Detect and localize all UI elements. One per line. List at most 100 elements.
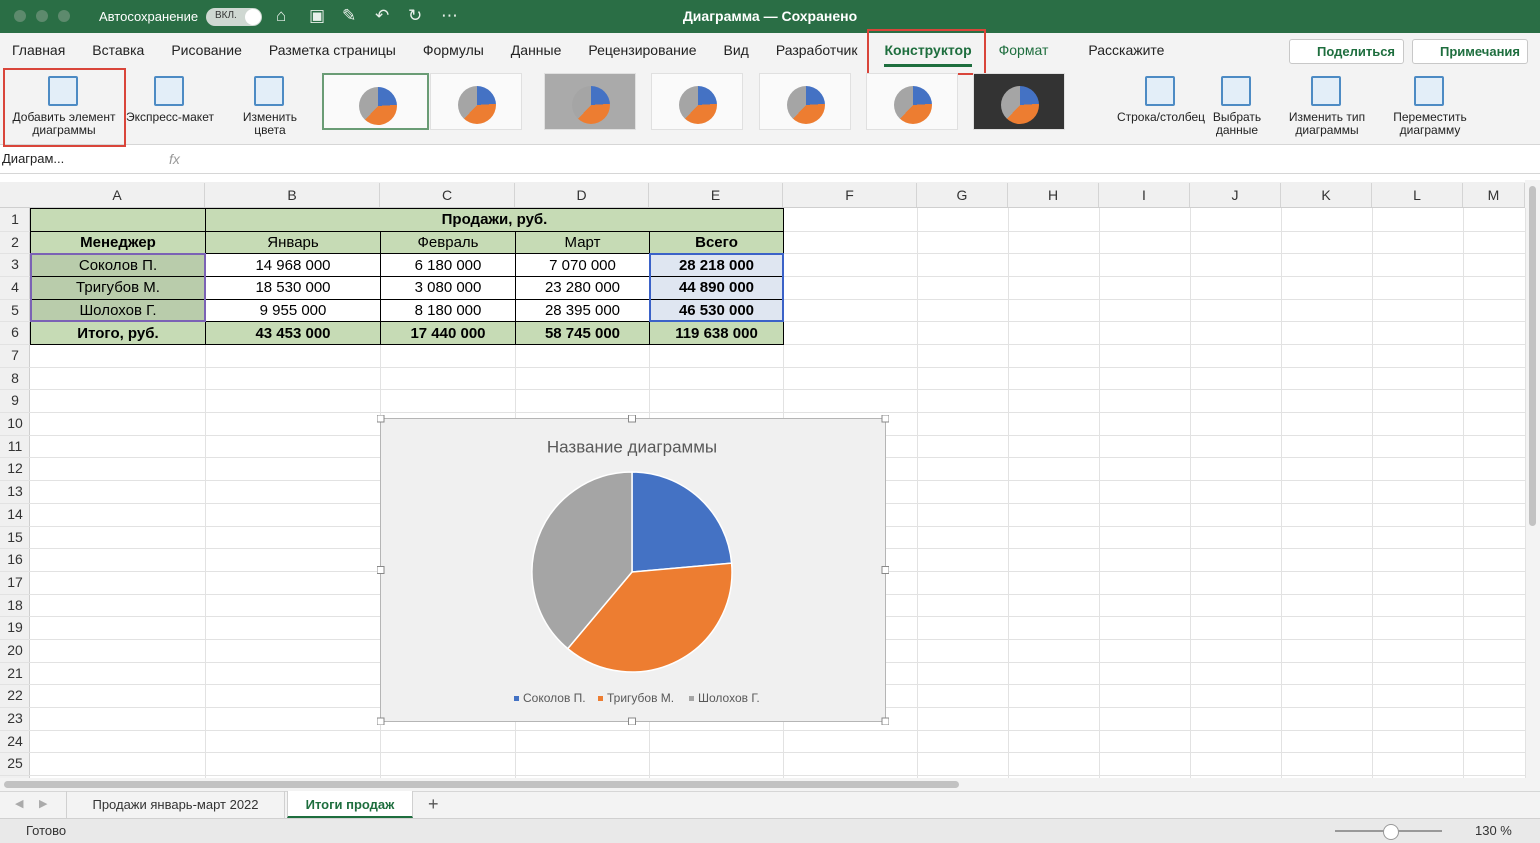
table-cell[interactable]: 17 440 000 — [380, 321, 516, 346]
ribbon-tab[interactable]: Разработчик — [775, 42, 858, 58]
column-header[interactable]: E — [649, 183, 783, 207]
row-header[interactable]: 23 — [7, 709, 23, 726]
toolbar-icon[interactable]: ⌂ — [276, 6, 287, 25]
chart-style-thumb[interactable] — [430, 73, 522, 130]
row-header[interactable]: 3 — [11, 256, 19, 273]
toolbar-icon[interactable]: ▣ — [309, 6, 326, 25]
sheet-nav[interactable]: ◀ — [15, 798, 24, 810]
ribbon-tab[interactable]: Рисование — [171, 42, 242, 58]
ribbon-button-label[interactable]: Выбрать данные — [1212, 110, 1262, 137]
name-box[interactable]: Диаграм... — [2, 151, 65, 166]
toolbar-icon[interactable]: ↻ — [408, 6, 423, 25]
table-cell[interactable]: 18 530 000 — [205, 276, 381, 300]
table-cell[interactable]: 8 180 000 — [380, 298, 516, 323]
window-button[interactable] — [14, 10, 26, 22]
table-cell[interactable]: Январь — [205, 230, 381, 255]
ribbon-tab[interactable]: Вставка — [92, 42, 145, 58]
ribbon-tab[interactable]: Рецензирование — [588, 42, 697, 58]
row-header[interactable]: 17 — [7, 573, 23, 590]
row-header[interactable]: 6 — [11, 324, 19, 341]
toolbar-icon[interactable]: ↶ — [375, 6, 390, 25]
row-header[interactable]: 22 — [7, 687, 23, 704]
row-header[interactable]: 9 — [11, 392, 19, 409]
column-header[interactable]: D — [515, 183, 649, 207]
table-cell[interactable]: 44 890 000 — [649, 276, 784, 300]
column-header[interactable]: I — [1099, 183, 1190, 207]
table-cell[interactable]: 7 070 000 — [515, 253, 650, 278]
ribbon-tab[interactable]: Вид — [723, 42, 749, 58]
table-cell[interactable]: 9 955 000 — [205, 298, 381, 323]
v-scrollbar[interactable] — [1525, 180, 1540, 778]
table-cell[interactable]: 6 180 000 — [380, 253, 516, 278]
ribbon-tab[interactable]: Формулы — [422, 42, 484, 58]
table-cell[interactable]: 3 080 000 — [380, 276, 516, 300]
toolbar-icon[interactable]: ⋯ — [441, 6, 458, 25]
table-cell[interactable]: 119 638 000 — [649, 321, 784, 346]
table-cell[interactable]: Февраль — [380, 230, 516, 255]
ribbon-tab[interactable]: Конструктор — [867, 29, 986, 75]
share-button[interactable]: Поделиться — [1289, 39, 1404, 64]
column-header[interactable]: M — [1463, 183, 1525, 207]
table-cell[interactable]: Менеджер — [30, 230, 206, 255]
table-cell[interactable]: 58 745 000 — [515, 321, 650, 346]
row-header[interactable]: 8 — [11, 369, 19, 386]
ribbon-button-label[interactable]: Изменить цвета — [242, 110, 298, 137]
row-header[interactable]: 18 — [7, 596, 23, 613]
row-header[interactable]: 7 — [11, 347, 19, 364]
toolbar-icon[interactable]: ✎ — [342, 6, 357, 25]
table-cell[interactable]: Тригубов М. — [30, 276, 206, 300]
ribbon-icon[interactable] — [1414, 76, 1444, 106]
row-header[interactable]: 16 — [7, 551, 23, 568]
sheet-nav[interactable]: ▶ — [39, 798, 48, 810]
table-cell[interactable]: Итого, руб. — [30, 321, 206, 346]
chart-style-thumb[interactable] — [544, 73, 636, 130]
autosave-toggle[interactable]: ВКЛ. — [206, 8, 262, 26]
row-header[interactable]: 15 — [7, 528, 23, 545]
column-header[interactable]: K — [1281, 183, 1372, 207]
chart-style-thumb[interactable] — [866, 73, 958, 130]
column-header[interactable]: F — [783, 183, 917, 207]
chart-style-thumb[interactable] — [322, 73, 429, 130]
chart-style-thumb[interactable] — [651, 73, 743, 130]
row-header[interactable]: 1 — [11, 211, 19, 227]
row-header[interactable]: 11 — [7, 437, 23, 454]
ribbon-tab[interactable]: Расскажите — [1088, 42, 1165, 58]
window-button[interactable] — [58, 10, 70, 22]
row-header[interactable]: 13 — [7, 483, 23, 500]
ribbon-tab[interactable]: Главная — [12, 42, 66, 58]
row-header[interactable]: 10 — [7, 415, 23, 432]
ribbon-icon[interactable] — [48, 76, 78, 106]
table-cell[interactable]: 46 530 000 — [649, 298, 784, 323]
row-header[interactable]: 24 — [7, 732, 23, 749]
table-cell[interactable]: 28 395 000 — [515, 298, 650, 323]
table-cell[interactable]: 43 453 000 — [205, 321, 381, 346]
zoom-knob[interactable] — [1383, 824, 1399, 840]
scroll-thumb[interactable] — [4, 781, 959, 788]
chart-style-thumb[interactable] — [973, 73, 1065, 130]
column-header[interactable]: G — [917, 183, 1008, 207]
row-header[interactable]: 14 — [7, 505, 23, 522]
scroll-thumb[interactable] — [1529, 186, 1536, 526]
sheet-tab[interactable]: Продажи январь-март 2022 — [66, 791, 285, 818]
sheet-tab[interactable]: Итоги продаж — [287, 791, 413, 818]
row-header[interactable]: 21 — [7, 664, 23, 681]
row-header[interactable]: 5 — [11, 301, 19, 318]
column-header[interactable]: B — [205, 183, 380, 207]
column-header[interactable]: J — [1190, 183, 1281, 207]
table-cell[interactable]: 23 280 000 — [515, 276, 650, 300]
comments-button[interactable]: Примечания — [1412, 39, 1528, 64]
table-cell[interactable]: 14 968 000 — [205, 253, 381, 278]
column-header[interactable]: L — [1372, 183, 1463, 207]
row-header[interactable]: 12 — [7, 460, 23, 477]
ribbon-icon[interactable] — [254, 76, 284, 106]
table-cell[interactable]: Март — [515, 230, 650, 255]
chart-style-thumb[interactable] — [759, 73, 851, 130]
ribbon-icon[interactable] — [154, 76, 184, 106]
row-header[interactable]: 2 — [11, 233, 19, 250]
column-header[interactable]: H — [1008, 183, 1099, 207]
zoom-level[interactable]: 130 % — [1475, 823, 1512, 838]
row-header[interactable]: 20 — [7, 641, 23, 658]
ribbon-tab[interactable]: Разметка страницы — [268, 42, 396, 58]
ribbon-tab[interactable]: Формат — [998, 42, 1049, 58]
chart[interactable]: Название диаграммы Соколов П. Тригубов М. Ш… — [377, 415, 889, 725]
